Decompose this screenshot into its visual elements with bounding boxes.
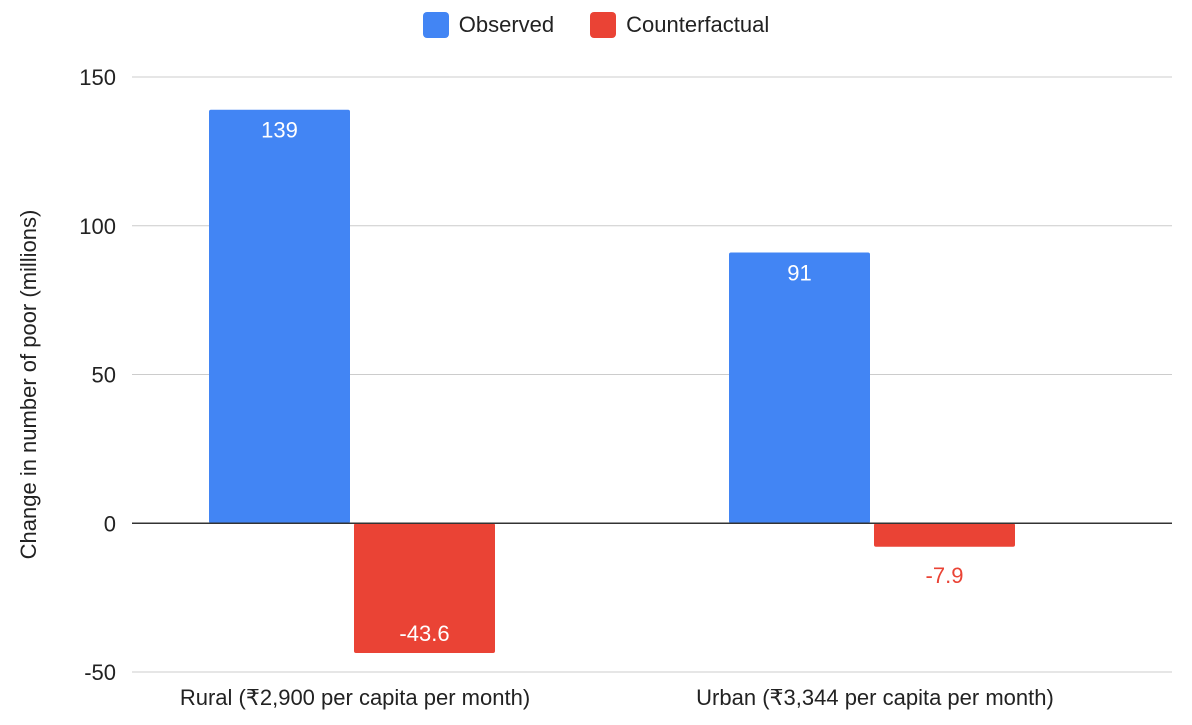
y-tick-label: 0 (104, 511, 116, 536)
data-label: -43.6 (399, 621, 449, 646)
y-tick-label: 150 (79, 65, 116, 90)
y-axis-title: Change in number of poor (millions) (16, 210, 41, 560)
bar-observed-0 (209, 109, 350, 524)
legend-item-observed: Observed (422, 12, 555, 38)
legend-item-counterfactual: Counterfactual (590, 12, 769, 38)
legend-label-observed: Observed (458, 12, 555, 37)
bar-counterfactual-1 (874, 523, 1015, 547)
bar-counterfactual-0 (354, 523, 495, 653)
y-tick-label: 50 (92, 363, 116, 388)
x-tick-label: Urban (₹3,344 per capita per month) (696, 685, 1054, 710)
x-tick-label: Rural (₹2,900 per capita per month) (180, 685, 530, 710)
y-tick-label: 100 (79, 214, 116, 239)
data-label: 139 (261, 118, 298, 143)
data-label: -7.9 (926, 563, 964, 588)
legend-label-counterfactual: Counterfactual (626, 12, 770, 37)
legend-swatch-observed (422, 12, 449, 38)
y-tick-label: -50 (84, 660, 116, 685)
legend: Observed Counterfactual (0, 12, 1192, 38)
legend-swatch-counterfactual (590, 12, 617, 38)
bar-observed-1 (729, 252, 870, 524)
data-label: 91 (787, 261, 811, 286)
